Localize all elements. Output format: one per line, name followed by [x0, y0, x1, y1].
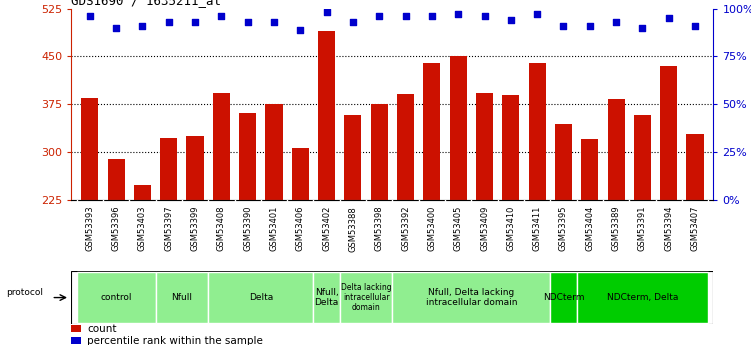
Text: GSM53405: GSM53405	[454, 206, 463, 251]
Text: Nfull: Nfull	[171, 293, 192, 302]
Bar	[160, 138, 177, 344]
Text: percentile rank within the sample: percentile rank within the sample	[87, 336, 264, 345]
Text: protocol: protocol	[6, 288, 43, 297]
Text: Nfull,
Delta: Nfull, Delta	[315, 288, 339, 307]
Point	[610, 19, 622, 25]
Bar	[313, 272, 339, 323]
Bar	[397, 93, 414, 344]
Point	[557, 23, 569, 29]
Point	[321, 10, 333, 15]
Point	[294, 27, 306, 32]
Bar	[134, 185, 151, 344]
Text: GSM53397: GSM53397	[164, 206, 173, 252]
Point	[137, 23, 149, 29]
Point	[636, 25, 648, 30]
Bar	[345, 115, 361, 344]
Point	[478, 13, 490, 19]
Bar	[186, 136, 204, 344]
Bar	[77, 272, 155, 323]
Bar	[660, 66, 677, 344]
Text: GSM53404: GSM53404	[585, 206, 594, 251]
Text: GSM53395: GSM53395	[559, 206, 568, 251]
Bar	[529, 63, 546, 344]
Bar	[291, 148, 309, 344]
Bar	[577, 272, 708, 323]
Point	[400, 13, 412, 19]
Bar	[318, 31, 335, 344]
Text: NDCterm: NDCterm	[543, 293, 584, 302]
Text: GSM53389: GSM53389	[611, 206, 620, 252]
Bar	[392, 272, 550, 323]
Text: GSM53407: GSM53407	[690, 206, 699, 251]
Text: Delta: Delta	[249, 293, 273, 302]
Text: GSM53400: GSM53400	[427, 206, 436, 251]
Bar	[686, 134, 704, 344]
Bar	[371, 104, 388, 344]
Point	[505, 17, 517, 23]
Bar	[634, 115, 651, 344]
Text: GSM53388: GSM53388	[348, 206, 357, 252]
Text: GDS1690 / 1635211_at: GDS1690 / 1635211_at	[71, 0, 222, 8]
Text: GSM53396: GSM53396	[112, 206, 121, 252]
Text: GSM53399: GSM53399	[191, 206, 200, 251]
Bar	[450, 57, 466, 344]
Bar	[208, 272, 313, 323]
Point	[163, 19, 175, 25]
Point	[373, 13, 385, 19]
Text: Nfull, Delta lacking
intracellular domain: Nfull, Delta lacking intracellular domai…	[426, 288, 517, 307]
Text: GSM53406: GSM53406	[296, 206, 305, 251]
Bar	[550, 272, 577, 323]
Text: Delta lacking
intracellular
domain: Delta lacking intracellular domain	[341, 283, 391, 313]
Point	[268, 19, 280, 25]
Point	[426, 13, 438, 19]
Point	[189, 19, 201, 25]
Bar	[424, 63, 440, 344]
Text: GSM53408: GSM53408	[217, 206, 226, 251]
Point	[347, 19, 359, 25]
Text: GSM53393: GSM53393	[86, 206, 95, 252]
Point	[216, 13, 228, 19]
Point	[584, 23, 596, 29]
Bar	[581, 139, 599, 344]
Bar	[339, 272, 392, 323]
Text: GSM53402: GSM53402	[322, 206, 331, 251]
Bar	[476, 93, 493, 344]
Text: GSM53403: GSM53403	[138, 206, 147, 251]
Bar	[213, 93, 230, 344]
Point	[689, 23, 701, 29]
Text: GSM53410: GSM53410	[506, 206, 515, 251]
Text: GSM53398: GSM53398	[375, 206, 384, 252]
Bar	[107, 159, 125, 344]
Point	[531, 12, 543, 17]
Point	[84, 13, 96, 19]
Point	[242, 19, 254, 25]
Bar	[71, 325, 81, 332]
Text: GSM53391: GSM53391	[638, 206, 647, 251]
Point	[110, 25, 122, 30]
Text: GSM53390: GSM53390	[243, 206, 252, 251]
Text: GSM53394: GSM53394	[664, 206, 673, 251]
Bar	[71, 337, 81, 344]
Text: GSM53409: GSM53409	[480, 206, 489, 251]
Bar	[502, 95, 520, 344]
Bar	[239, 113, 256, 344]
Text: NDCterm, Delta: NDCterm, Delta	[607, 293, 678, 302]
Point	[662, 16, 674, 21]
Text: count: count	[87, 324, 117, 334]
Text: GSM53401: GSM53401	[270, 206, 279, 251]
Bar	[265, 104, 282, 344]
Point	[452, 12, 464, 17]
Bar	[555, 124, 572, 344]
Bar	[81, 98, 98, 344]
Text: control: control	[101, 293, 132, 302]
Bar	[155, 272, 208, 323]
Bar	[608, 99, 625, 344]
Text: GSM53392: GSM53392	[401, 206, 410, 251]
Text: GSM53411: GSM53411	[532, 206, 541, 251]
